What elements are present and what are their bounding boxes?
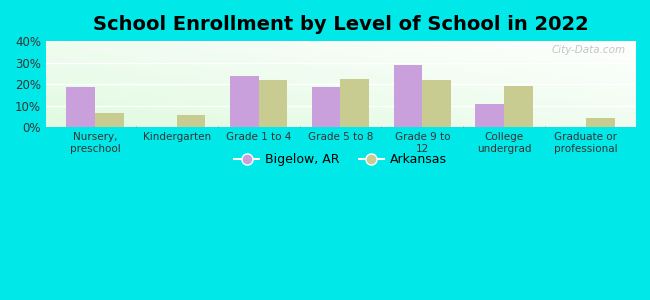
Bar xyxy=(341,79,369,127)
Text: City-Data.com: City-Data.com xyxy=(552,45,626,55)
Bar xyxy=(586,118,614,127)
Bar xyxy=(95,113,124,127)
Bar xyxy=(312,87,341,127)
Bar xyxy=(259,80,287,127)
Bar xyxy=(66,87,95,127)
Bar xyxy=(177,116,205,127)
Title: School Enrollment by Level of School in 2022: School Enrollment by Level of School in … xyxy=(92,15,588,34)
Bar xyxy=(504,86,533,127)
Legend: Bigelow, AR, Arkansas: Bigelow, AR, Arkansas xyxy=(229,148,452,171)
Bar xyxy=(394,65,422,127)
Bar xyxy=(475,103,504,127)
Bar xyxy=(230,76,259,127)
Bar xyxy=(422,80,451,127)
